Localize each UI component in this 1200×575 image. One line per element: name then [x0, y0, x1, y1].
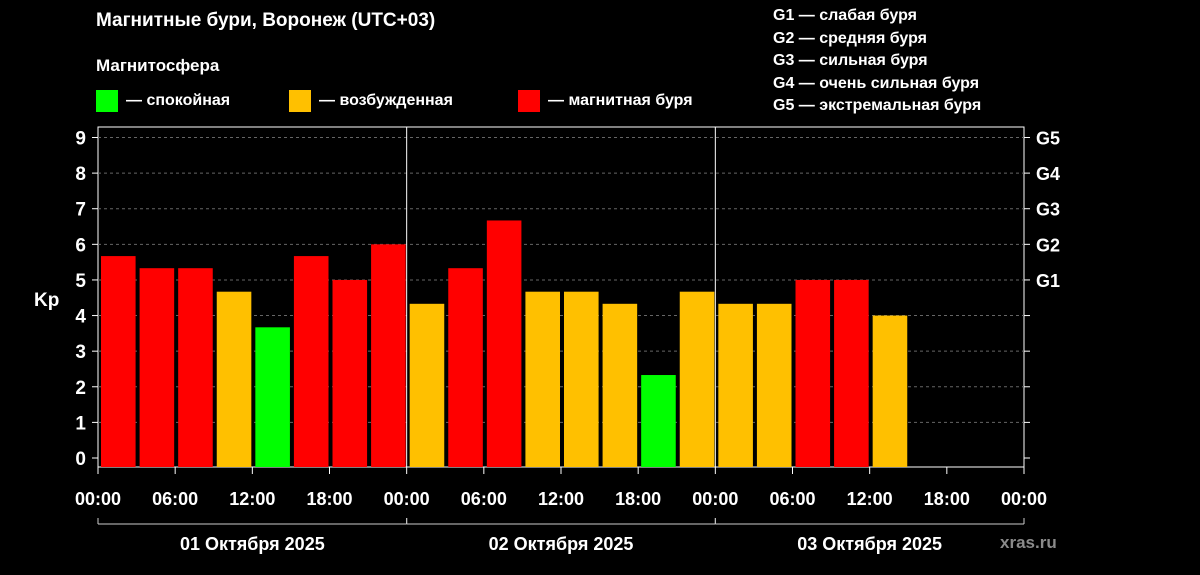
legend-item-quiet: — спокойная [96, 90, 230, 112]
x-tick-label: 00:00 [692, 489, 738, 509]
kp-bar [332, 279, 368, 467]
kp-bar [602, 303, 638, 467]
g-scale-item-g1: G1 — слабая буря [773, 7, 918, 24]
legend-label-storm: — магнитная буря [548, 92, 693, 109]
g-scale-item-g2: G2 — средняя буря [773, 29, 927, 47]
x-tick-label: 18:00 [615, 489, 661, 509]
kp-bar [641, 375, 676, 467]
x-tick-label: 12:00 [538, 489, 584, 509]
x-tick-label: 00:00 [384, 489, 430, 509]
legend-title: Магнитосфера [96, 56, 220, 75]
y-axis-label: Kp [34, 290, 59, 311]
y-tick-label: 3 [75, 342, 86, 363]
right-tick-label: G4 [1036, 164, 1060, 184]
kp-bar [525, 291, 560, 467]
x-tick-label: 06:00 [152, 489, 198, 509]
right-tick-label: G2 [1036, 235, 1060, 255]
y-tick-label: 0 [75, 449, 86, 470]
legend-label-active: — возбужденная [319, 92, 453, 109]
kp-bar [409, 303, 445, 467]
g-scale-list: G1 — слабая буря G2 — средняя буря G3 — … [773, 5, 981, 118]
y-tick-label: 7 [75, 200, 86, 221]
y-tick-label: 5 [75, 271, 86, 292]
y-tick-label: 8 [75, 164, 86, 185]
kp-bar [795, 279, 831, 467]
g-scale-item-g5: G5 — экстремальная буря [773, 97, 982, 114]
kp-bar [216, 291, 252, 467]
kp-bar [448, 268, 483, 467]
kp-bar [101, 256, 136, 467]
y-tick-label: 4 [75, 307, 86, 328]
right-tick-label: G5 [1036, 129, 1060, 149]
kp-bar [834, 279, 869, 467]
y-tick-label: 9 [75, 129, 86, 150]
legend-item-storm: — магнитная буря [518, 90, 693, 112]
kp-bar [139, 268, 175, 467]
legend-swatch-storm [518, 90, 540, 112]
kp-bar [564, 291, 599, 467]
x-tick-label: 12:00 [229, 489, 275, 509]
kp-bar [486, 220, 522, 467]
g-scale-item-g3: G3 — сильная буря [773, 52, 928, 69]
right-tick-label: G3 [1036, 200, 1060, 220]
g-scale-item-g4: G4 — очень сильная буря [773, 74, 980, 92]
legend-label-quiet: — спокойная [126, 92, 231, 109]
day-label: 02 Октября 2025 [489, 534, 634, 554]
day-label: 01 Октября 2025 [180, 534, 325, 554]
y-tick-label: 6 [75, 235, 86, 256]
kp-bar [178, 268, 213, 467]
kp-bar [756, 303, 792, 467]
legend-swatch-quiet [96, 90, 118, 112]
legend-swatch-active [289, 90, 311, 112]
watermark: xras.ru [1000, 533, 1057, 552]
kp-bar [293, 256, 329, 467]
x-tick-label: 00:00 [1001, 489, 1047, 509]
right-tick-label: G1 [1036, 271, 1060, 291]
kp-bar [679, 291, 715, 467]
x-tick-label: 06:00 [769, 489, 815, 509]
kp-bar [872, 315, 908, 467]
y-tick-label: 2 [75, 378, 86, 399]
kp-bar [371, 244, 406, 467]
kp-bar [255, 327, 290, 467]
legend-item-active: — возбужденная [289, 90, 453, 112]
chart-title: Магнитные бури, Воронеж (UTC+03) [96, 10, 436, 31]
x-tick-label: 12:00 [847, 489, 893, 509]
x-tick-label: 00:00 [75, 489, 121, 509]
x-tick-label: 18:00 [924, 489, 970, 509]
y-tick-label: 1 [75, 413, 86, 434]
kp-bar [718, 303, 753, 467]
day-label: 03 Октября 2025 [797, 534, 942, 554]
x-tick-label: 18:00 [306, 489, 352, 509]
x-tick-label: 06:00 [461, 489, 507, 509]
